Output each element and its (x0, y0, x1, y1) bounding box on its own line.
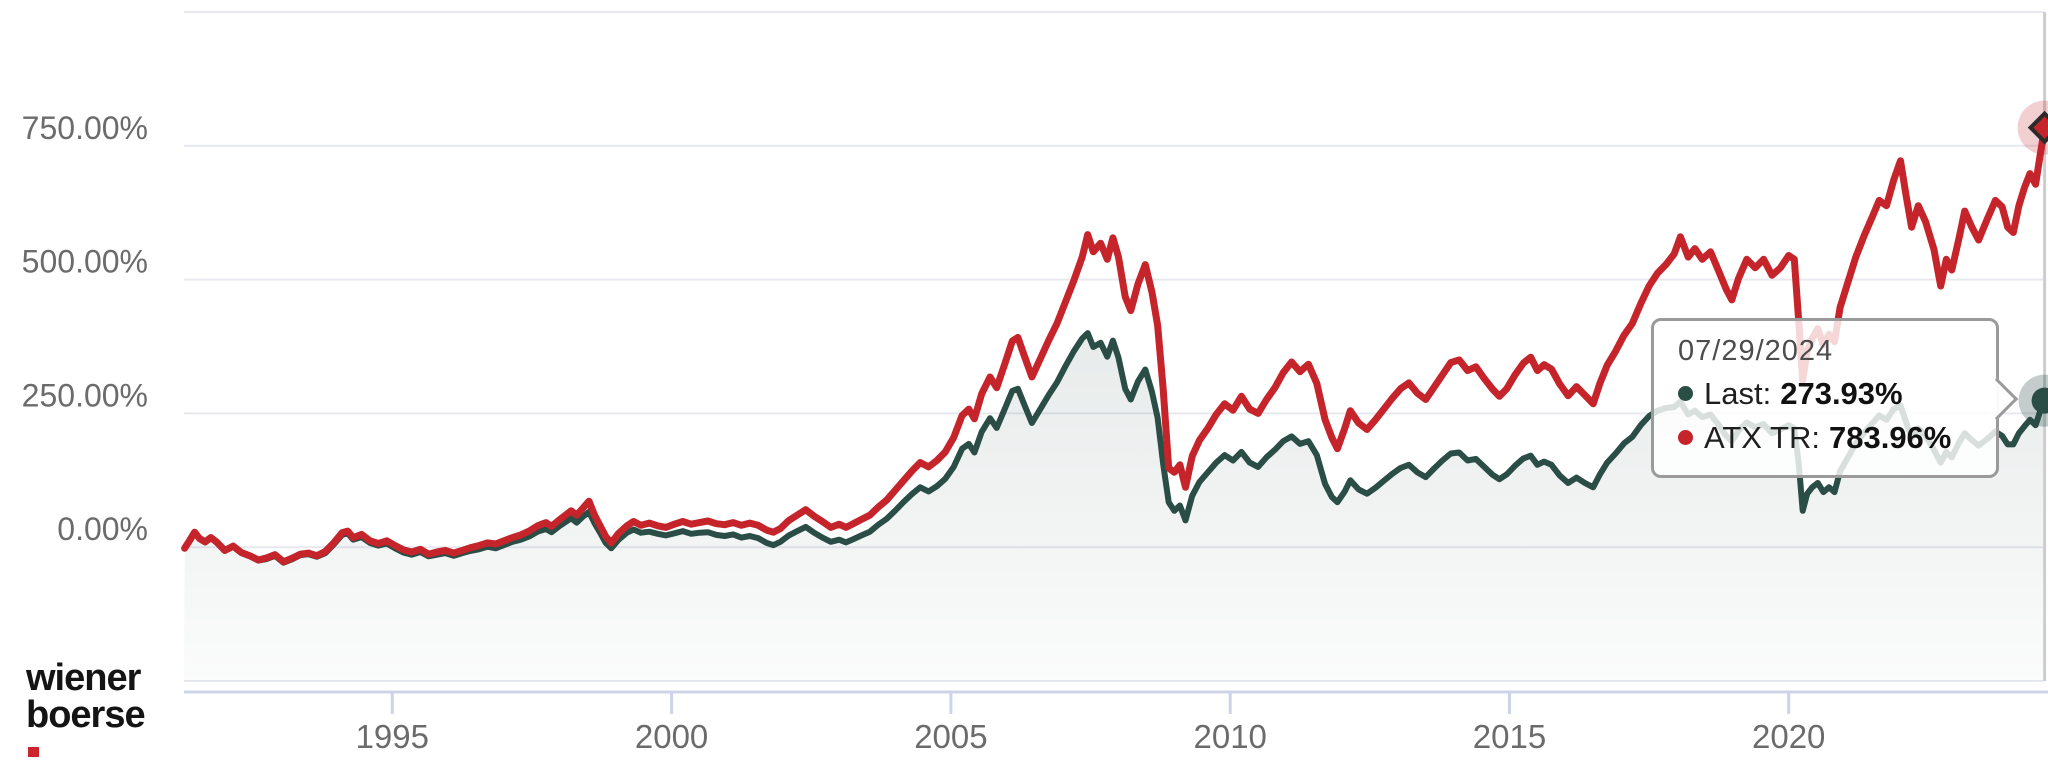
last-marker (2031, 387, 2048, 414)
logo-line-1: wiener (26, 657, 141, 699)
x-axis-label: 2005 (914, 718, 987, 755)
x-axis-label: 2000 (635, 718, 708, 755)
series-line-atx-tr (181, 124, 2048, 566)
wiener-boerse-logo: wiener boerse (26, 657, 146, 757)
last-series-dot-icon (1678, 386, 1693, 402)
y-axis-label: 750.00% (22, 110, 148, 146)
y-axis-label: 250.00% (22, 377, 148, 413)
tooltip-value-atx-tr: 783.96% (1828, 420, 1952, 456)
tooltip-date: 07/29/2024 (1678, 335, 1834, 367)
tooltip-label-last: Last: (1704, 376, 1772, 411)
y-axis-label: 0.00% (57, 511, 148, 547)
tooltip-label-atx-tr: ATX TR: (1704, 420, 1820, 456)
x-axis-label: 1995 (356, 718, 429, 755)
tooltip-row-last: Last: 273.93% (1678, 375, 1984, 412)
area-fill-last (184, 333, 2045, 681)
logo-line-2: boerse (26, 694, 146, 736)
x-axis-label: 2020 (1752, 718, 1825, 755)
tooltip-value-last: 273.93% (1780, 376, 1903, 411)
x-axis-label: 2015 (1473, 718, 1546, 755)
y-axis-label: 500.00% (22, 244, 148, 280)
chart-tooltip: 07/29/2024 Last: 273.93% ATX TR: 783.96% (1651, 318, 2019, 478)
atx-tr-marker (2027, 110, 2048, 145)
atx-tr-series-dot-icon (1678, 430, 1693, 446)
tooltip-row-atx-tr: ATX TR: 783.96% (1678, 419, 1984, 456)
x-axis-label: 2010 (1193, 718, 1266, 755)
logo-red-square-icon (28, 747, 39, 757)
